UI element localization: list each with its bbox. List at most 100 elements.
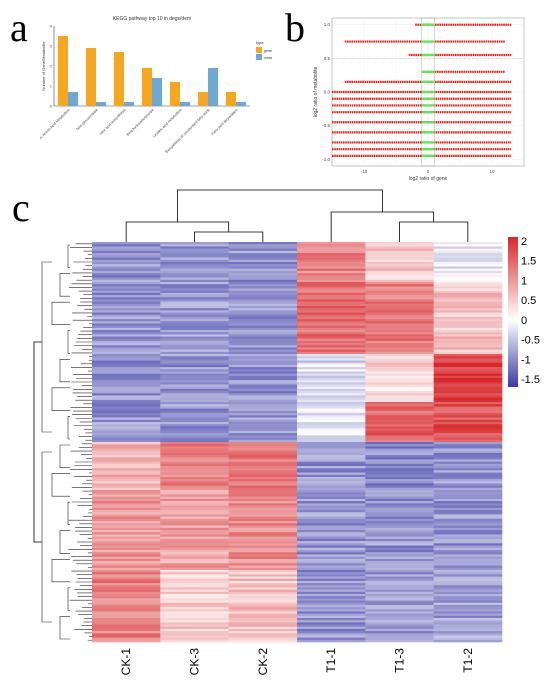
heatmap-cell: [365, 408, 434, 412]
heatmap-cell: [92, 360, 161, 364]
heatmap-cell: [365, 404, 434, 407]
heatmap-cell: [160, 419, 229, 423]
heatmap-cell: [433, 250, 503, 254]
heatmap-cell: [160, 273, 229, 276]
heatmap-cell: [92, 626, 161, 630]
heatmap-cell: [228, 347, 298, 350]
heatmap-cell: [160, 538, 229, 542]
heatmap-cell: [365, 406, 434, 409]
heatmap-cell: [92, 299, 161, 302]
heatmap-cell: [297, 609, 366, 612]
heatmap-cell: [433, 327, 503, 331]
heatmap-cell: [228, 288, 298, 292]
heatmap-cell: [228, 404, 298, 407]
heatmap-cell: [92, 284, 161, 287]
y-tick-label: 0.5: [324, 56, 331, 61]
heatmap-cell: [433, 552, 503, 555]
x-tick-label: -10: [361, 169, 368, 174]
heatmap-cell: [433, 437, 503, 441]
heatmap-cell: [365, 470, 434, 473]
heatmap-cell: [297, 583, 366, 586]
heatmap-cell: [160, 268, 229, 272]
heatmap-cell: [433, 570, 503, 573]
heatmap-cell: [228, 615, 298, 619]
heatmap-cell: [433, 338, 503, 342]
heatmap-cell: [365, 303, 434, 307]
heatmap-cell: [228, 391, 298, 394]
heatmap-cell: [433, 598, 503, 601]
heatmap-cell: [297, 442, 366, 445]
heatmap-cell: [297, 602, 366, 606]
heatmap-cell: [160, 259, 229, 263]
heatmap-cell: [228, 273, 298, 276]
heatmap-cell: [160, 360, 229, 364]
heatmap-cell: [160, 402, 229, 405]
heatmap-cell: [160, 481, 229, 484]
heatmap-cell: [433, 292, 503, 296]
heatmap-cell: [228, 303, 298, 307]
bar-gene: [141, 68, 152, 106]
heatmap-cell: [297, 290, 366, 294]
heatmap-cell: [433, 336, 503, 340]
heatmap-cell: [297, 485, 366, 489]
heatmap-cell: [228, 290, 298, 294]
heatmap-cell: [297, 338, 366, 342]
heatmap-cell: [228, 507, 298, 511]
heatmap-cell: [160, 466, 229, 469]
heatmap-cell: [365, 349, 434, 353]
heatmap-cell: [433, 323, 503, 326]
heatmap-cell: [228, 424, 298, 427]
heatmap-cell: [433, 284, 503, 287]
heatmap-cell: [228, 633, 298, 636]
heatmap-cell: [365, 538, 434, 542]
heatmap-cell: [92, 541, 161, 544]
heatmap-cell: [228, 330, 298, 333]
heatmap-cell: [228, 602, 298, 606]
heatmap-cell: [228, 547, 298, 551]
heatmap-cell: [92, 565, 161, 569]
heatmap-cell: [433, 507, 503, 511]
colorbar-tick-label: 1: [521, 275, 527, 287]
heatmap-cell: [365, 558, 434, 562]
heatmap-cell: [160, 607, 229, 610]
heatmap-cell: [160, 631, 229, 634]
heatmap-cell: [228, 367, 298, 370]
heatmap-cell: [433, 406, 503, 409]
heatmap-cell: [160, 299, 229, 302]
heatmap-cell: [297, 270, 366, 274]
heatmap-cell: [160, 338, 229, 342]
heatmap-cell: [228, 426, 298, 429]
heatmap-cell: [365, 439, 434, 443]
heatmap-cell: [365, 413, 434, 416]
heatmap-cell: [228, 369, 298, 372]
heatmap-cell: [160, 417, 229, 421]
heatmap-cell: [228, 607, 298, 610]
heatmap-cell: [228, 279, 298, 283]
heatmap-cell: [433, 550, 503, 553]
heatmap-cell: [228, 373, 298, 377]
colorbar-tick-label: 2: [521, 236, 527, 248]
heatmap-cell: [160, 602, 229, 606]
heatmap-cell: [92, 264, 161, 267]
heatmap-cell: [365, 325, 434, 329]
heatmap-cell: [228, 545, 298, 549]
heatmap-cell: [92, 321, 161, 324]
heatmap-cell: [228, 624, 298, 628]
heatmap-cell: [297, 594, 366, 597]
heatmap-cell: [297, 507, 366, 511]
heatmap-cell: [160, 310, 229, 313]
heatmap-cell: [365, 410, 434, 414]
heatmap-cell: [433, 594, 503, 597]
heatmap-cell: [433, 404, 503, 407]
heatmap-cell: [160, 435, 229, 438]
heatmap-cell: [160, 422, 229, 425]
heatmap-cell: [365, 543, 434, 546]
heatmap-cell: [228, 457, 298, 460]
heatmap-cell: [160, 455, 229, 458]
heatmap-cell: [433, 310, 503, 313]
heatmap-cell: [433, 578, 503, 582]
heatmap-cell: [228, 589, 298, 593]
heatmap-cell: [365, 345, 434, 348]
heatmap-cell: [160, 572, 229, 575]
heatmap-cell: [365, 437, 434, 441]
